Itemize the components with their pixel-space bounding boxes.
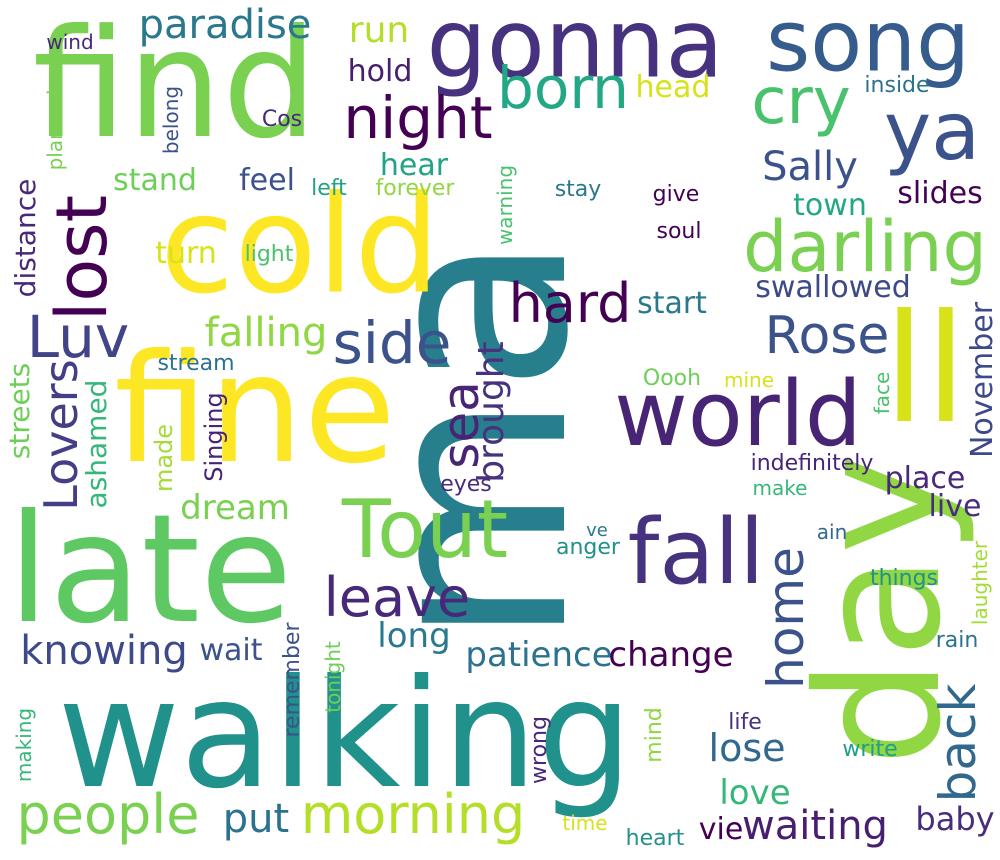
word: gonna bbox=[426, 0, 724, 100]
word: making bbox=[12, 707, 36, 783]
word: heart bbox=[625, 826, 685, 851]
word: fall bbox=[627, 500, 765, 605]
word: turn bbox=[155, 236, 217, 271]
word: place bbox=[884, 461, 966, 496]
word: home bbox=[757, 547, 815, 689]
word: fine bbox=[114, 323, 396, 497]
word: head bbox=[635, 70, 711, 105]
word: ashamed bbox=[80, 379, 113, 509]
word: life bbox=[728, 710, 762, 735]
word: stay bbox=[554, 177, 602, 202]
word: wait bbox=[199, 633, 263, 668]
word: stand bbox=[113, 163, 197, 198]
word: falling bbox=[204, 310, 328, 356]
word: Luv bbox=[26, 303, 130, 371]
word: stream bbox=[157, 351, 235, 376]
word: tonight bbox=[321, 641, 345, 713]
word: vie bbox=[698, 812, 744, 847]
word: indefinitely bbox=[750, 451, 874, 476]
word: light bbox=[244, 242, 294, 267]
word: ya bbox=[883, 85, 981, 178]
word: wind bbox=[46, 30, 94, 54]
word: Cos bbox=[261, 107, 303, 132]
word: leave bbox=[323, 566, 471, 629]
word: left bbox=[311, 176, 347, 201]
word: waiting bbox=[742, 803, 888, 849]
word: hear bbox=[379, 148, 449, 183]
word: hard bbox=[508, 272, 632, 335]
word: cry bbox=[751, 65, 851, 139]
word: inside bbox=[864, 73, 930, 98]
word: night bbox=[343, 84, 493, 152]
word: dream bbox=[180, 488, 290, 528]
word: love bbox=[719, 773, 791, 813]
word: knowing bbox=[20, 628, 188, 674]
word: born bbox=[497, 54, 629, 122]
word: brought bbox=[471, 341, 512, 483]
word: November bbox=[965, 301, 1000, 459]
word: song bbox=[765, 0, 971, 92]
word: mine bbox=[723, 368, 775, 392]
word: Sally bbox=[762, 144, 858, 190]
word: anger bbox=[556, 535, 620, 560]
word: late bbox=[7, 483, 293, 657]
word: warning bbox=[493, 164, 517, 246]
word: time bbox=[562, 811, 608, 835]
word: town bbox=[793, 188, 867, 223]
word: made bbox=[150, 423, 178, 493]
word: planned bbox=[43, 89, 67, 171]
word: forever bbox=[375, 176, 455, 201]
word: distance bbox=[9, 178, 42, 298]
word: things bbox=[869, 566, 939, 591]
word: feel bbox=[239, 163, 295, 198]
word: write bbox=[842, 737, 898, 762]
word: run bbox=[348, 10, 410, 51]
word: walking bbox=[57, 648, 633, 822]
word: wrong bbox=[527, 716, 552, 784]
word: lose bbox=[708, 726, 786, 770]
word: Oooh bbox=[642, 366, 702, 391]
word: live bbox=[928, 489, 982, 524]
word: side bbox=[332, 309, 452, 377]
word: Singing bbox=[200, 392, 228, 482]
word: morning bbox=[300, 783, 526, 846]
word: Tout bbox=[341, 483, 509, 576]
word: ll bbox=[883, 283, 967, 457]
word: belong bbox=[159, 85, 183, 155]
word: start bbox=[637, 286, 707, 321]
word: streets bbox=[3, 362, 36, 460]
word: darling bbox=[743, 206, 987, 288]
word: ve bbox=[586, 520, 608, 541]
word: rain bbox=[935, 628, 979, 653]
word: laughter bbox=[968, 540, 992, 626]
word: Lovers bbox=[34, 359, 88, 511]
word: give bbox=[652, 182, 700, 207]
word: make bbox=[752, 476, 808, 500]
word: back bbox=[929, 683, 987, 803]
word: Rose bbox=[764, 306, 890, 366]
word: people bbox=[16, 783, 200, 846]
word: paradise bbox=[138, 2, 312, 48]
word: remember bbox=[280, 622, 305, 738]
word: eyes bbox=[440, 472, 492, 497]
word: find bbox=[32, 0, 318, 172]
word: patience bbox=[465, 635, 613, 675]
word: slides bbox=[897, 176, 983, 211]
word: world bbox=[614, 362, 862, 467]
word: ain bbox=[816, 520, 848, 544]
word: mind bbox=[642, 707, 667, 763]
word: cold bbox=[159, 166, 441, 324]
word: baby bbox=[915, 800, 995, 838]
word: soul bbox=[656, 219, 702, 244]
word: change bbox=[608, 635, 734, 675]
word: hold bbox=[347, 54, 413, 89]
word: long bbox=[377, 616, 451, 656]
word: put bbox=[222, 796, 290, 842]
word: face bbox=[870, 371, 894, 415]
word: swallowed bbox=[755, 270, 911, 305]
